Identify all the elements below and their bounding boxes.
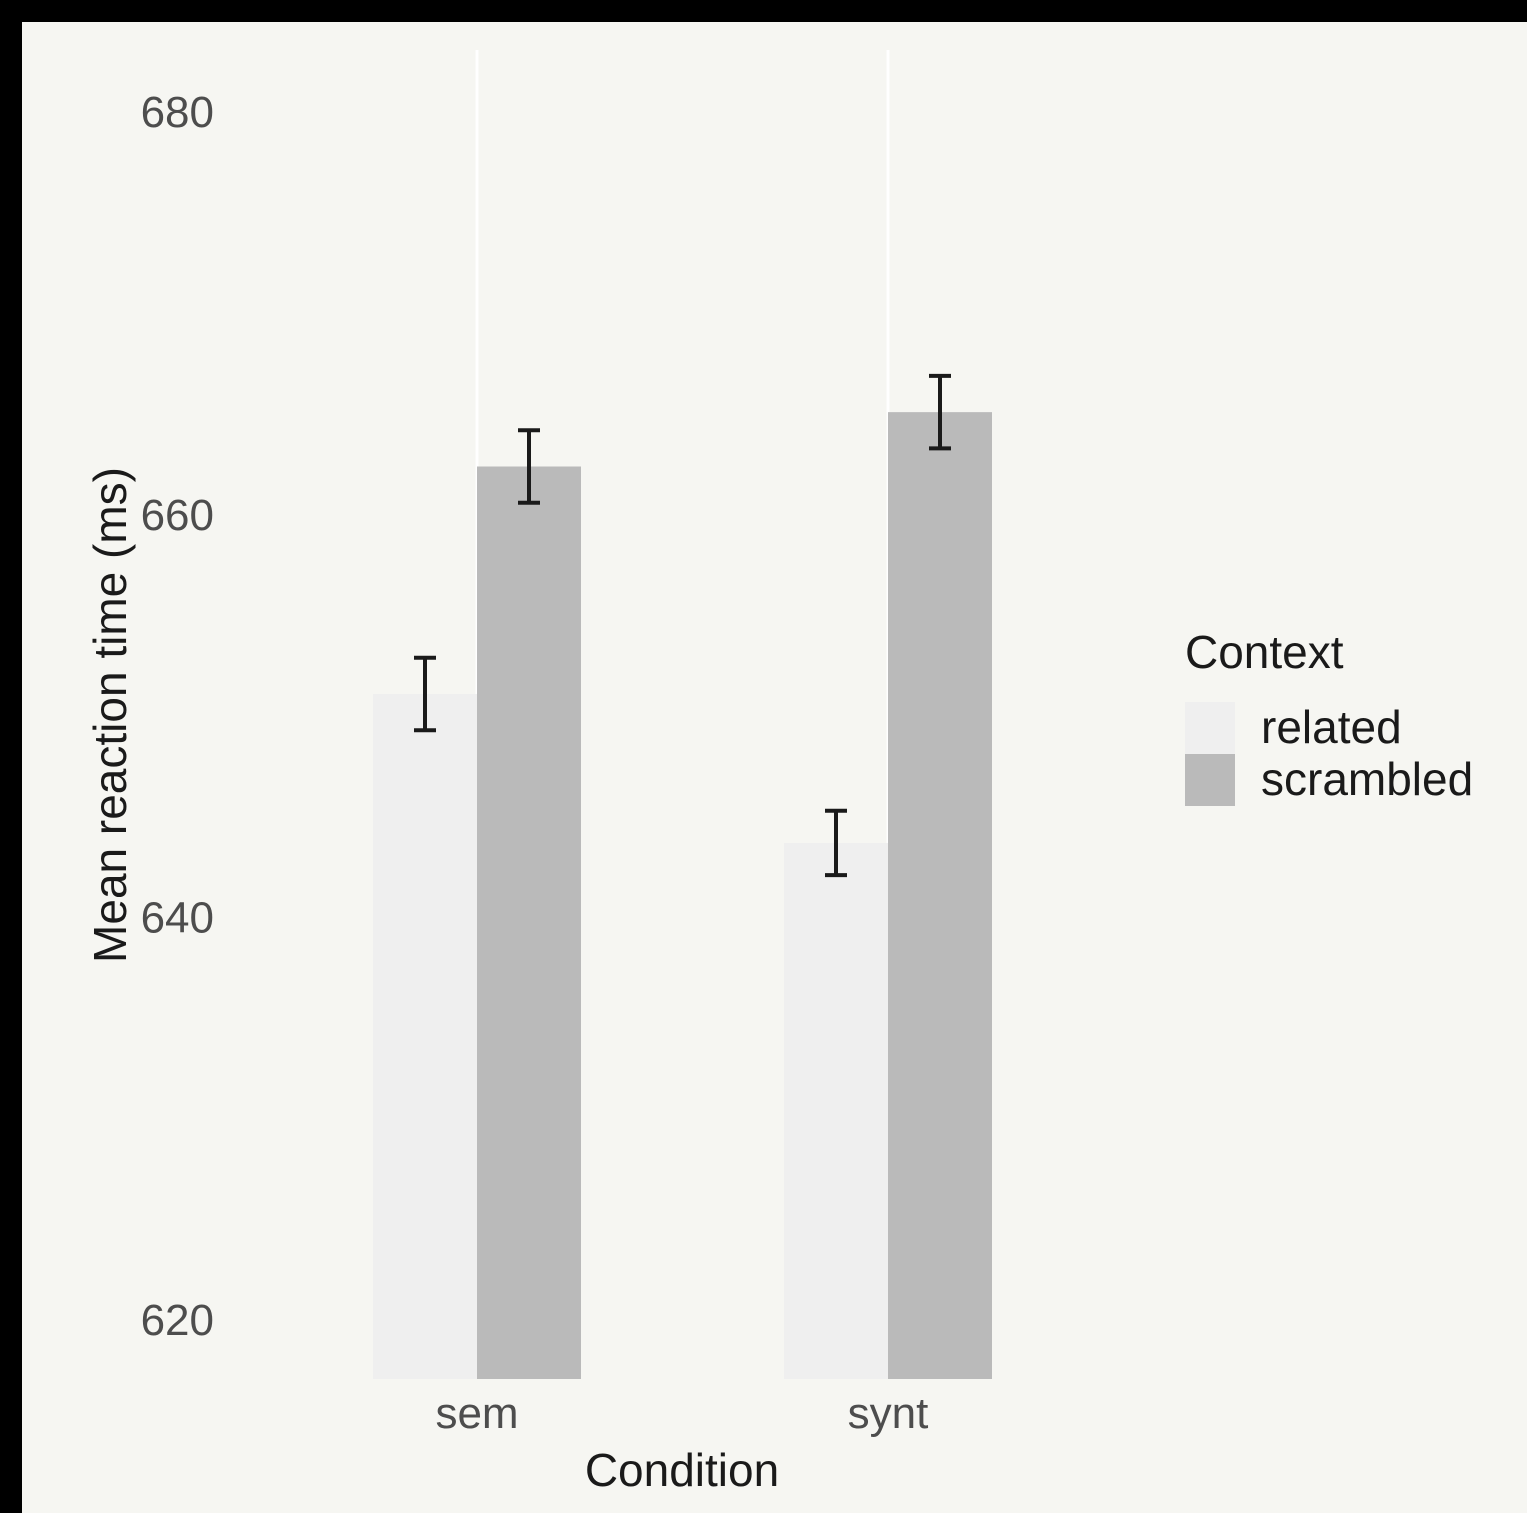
bars: [373, 412, 992, 1380]
bar-sem-scrambled: [477, 466, 581, 1379]
bar-sem-related: [373, 693, 477, 1379]
x-axis-ticks: sem synt: [435, 1389, 928, 1438]
bar-synt-related: [784, 842, 888, 1379]
y-tick-label-620: 620: [141, 1296, 214, 1345]
legend-label-scrambled: scrambled: [1261, 753, 1473, 805]
legend-title: Context: [1185, 626, 1344, 678]
chart-figure: 620 640 660 680 sem synt Condition Mean reac…: [22, 22, 1527, 1513]
y-axis-ticks: 620 640 660 680: [141, 88, 214, 1345]
error-bar-synt-scrambled: [929, 373, 951, 451]
bar-synt-scrambled: [888, 412, 992, 1380]
legend-label-related: related: [1261, 701, 1402, 753]
x-tick-label-sem: sem: [435, 1389, 518, 1438]
bar-chart: 620 640 660 680 sem synt Condition Mean reac…: [84, 50, 1473, 1496]
y-tick-label-640: 640: [141, 893, 214, 942]
error-bar-sem-related: [414, 655, 436, 733]
y-tick-label-680: 680: [141, 88, 214, 137]
error-bar-synt-related: [825, 808, 847, 878]
y-tick-label-660: 660: [141, 491, 214, 540]
error-bars: [414, 373, 951, 878]
legend-key-scrambled: [1185, 754, 1235, 806]
x-axis-title: Condition: [585, 1444, 779, 1496]
y-axis-title: Mean reaction time (ms): [84, 467, 136, 963]
legend-key-related: [1185, 702, 1235, 754]
x-tick-label-synt: synt: [848, 1389, 929, 1438]
error-bar-sem-scrambled: [518, 428, 540, 505]
